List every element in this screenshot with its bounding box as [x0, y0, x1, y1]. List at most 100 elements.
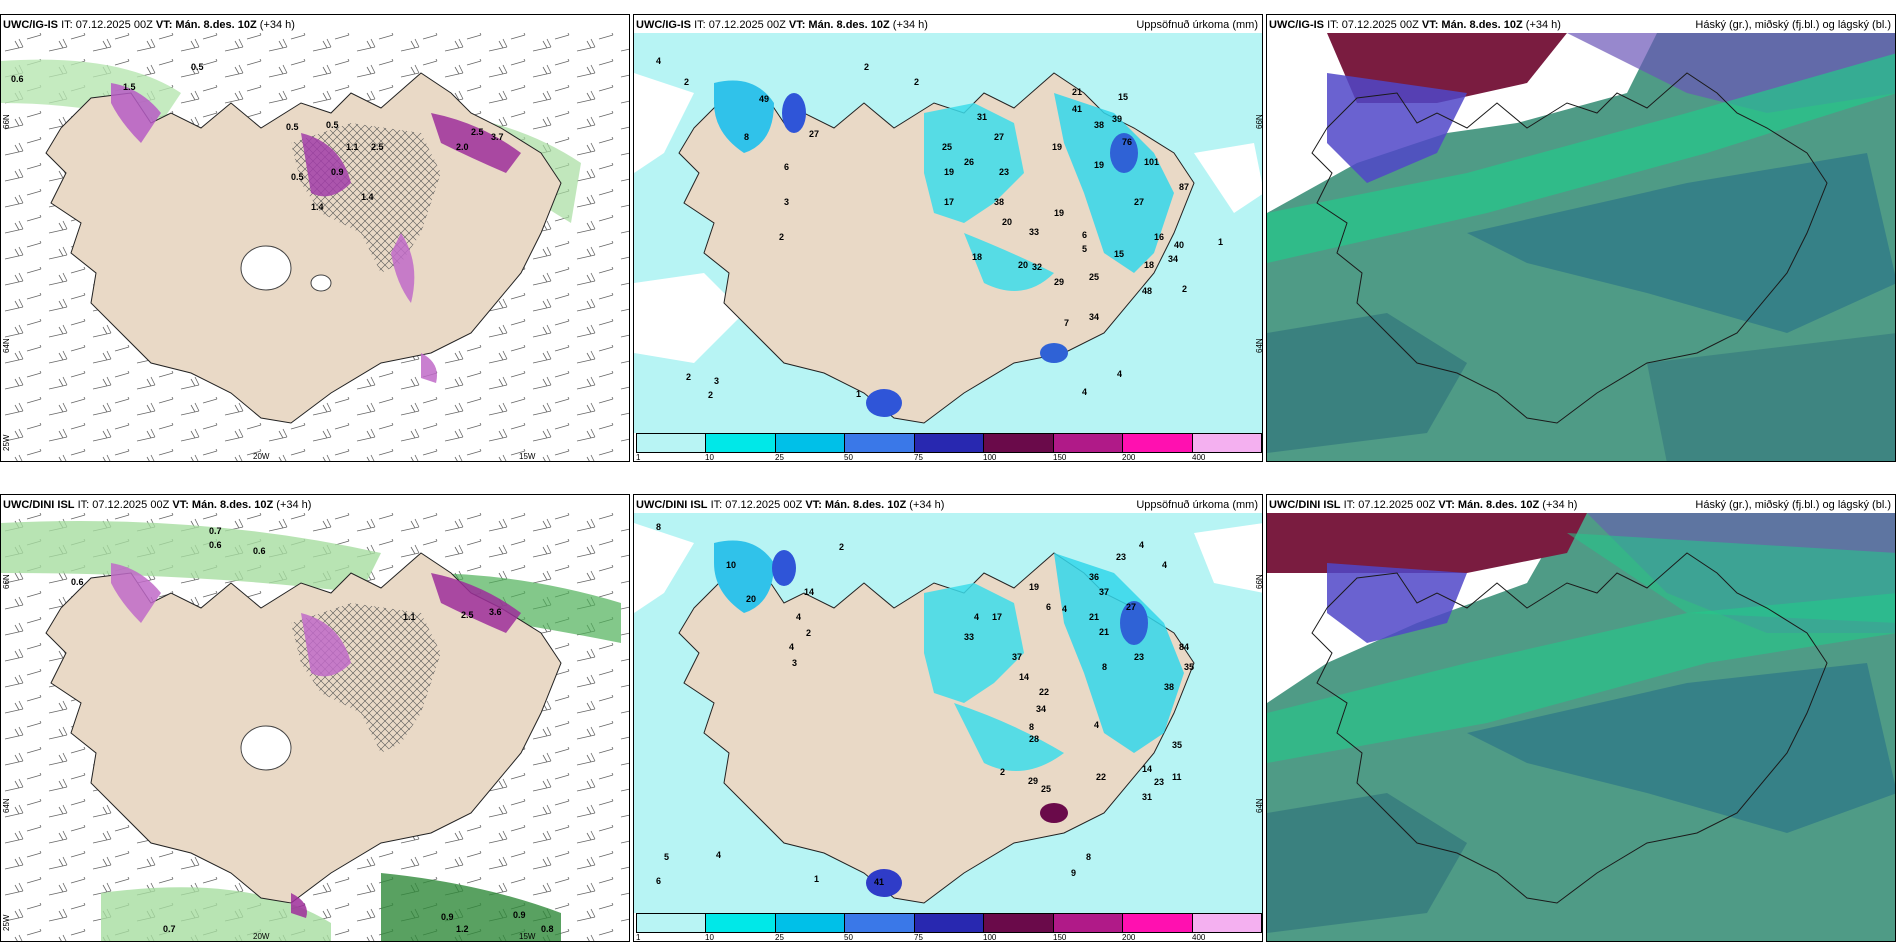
precip-label: 4: [716, 850, 722, 860]
wind-label: 3.6: [489, 607, 502, 617]
wind-label: 2.5: [371, 142, 384, 152]
colorbar-bin: [984, 914, 1054, 932]
precip-label: 21: [1089, 612, 1100, 622]
precip-label: 8: [656, 522, 662, 532]
valid-time: VT: Mán. 8.des. 10Z: [172, 499, 274, 511]
precip-label: 19: [944, 167, 955, 177]
colorbar-bin: [984, 434, 1054, 452]
lon-label-15: 15W: [519, 452, 536, 461]
lat-label-64: 64N: [2, 338, 11, 353]
init-time: IT: 07.12.2025 00Z: [77, 499, 170, 511]
precip-label: 2: [839, 542, 845, 552]
precip-label: 9: [1071, 868, 1077, 878]
precip-label: 20: [746, 594, 757, 604]
valid-time: VT: Mán. 8.des. 10Z: [1421, 19, 1523, 31]
precip-label: 34: [1036, 704, 1047, 714]
panel-dini-wind: UWC/DINI ISL IT: 07.12.2025 00Z VT: Mán.…: [0, 494, 630, 942]
precip-label: 41: [1072, 104, 1083, 114]
colorbar-bin: [1192, 914, 1261, 932]
panel-header: UWC/DINI ISL IT: 07.12.2025 00Z VT: Mán.…: [1269, 497, 1893, 513]
wind-label: 3.7: [491, 132, 504, 142]
colorbar-tick: 50: [844, 453, 853, 462]
precip-label: 4: [1094, 720, 1100, 730]
precip-label: 19: [1054, 208, 1065, 218]
wind-label: 0.6: [11, 74, 24, 84]
colorbar-tick: 400: [1192, 933, 1206, 942]
precip-label: 1: [856, 389, 862, 399]
colorbar-tick: 100: [983, 933, 997, 942]
colorbar-tick: 200: [1122, 453, 1136, 462]
precip-label: 19: [1052, 142, 1063, 152]
precip-label: 3: [784, 197, 790, 207]
map-svg: [634, 33, 1262, 433]
precip-label: 25: [1041, 784, 1052, 794]
wind-label: 2.5: [461, 610, 474, 620]
lead-time: (+34 h): [259, 19, 295, 31]
precip-label: 14: [804, 587, 815, 597]
wind-label: 0.6: [71, 577, 84, 587]
precip-label: 87: [1179, 182, 1190, 192]
precip-label: 2: [1000, 767, 1006, 777]
precip-label: 33: [964, 632, 975, 642]
valid-time: VT: Mán. 8.des. 10Z: [155, 19, 257, 31]
model-name: UWC/IG-IS: [1269, 19, 1324, 31]
precip-label: 5: [664, 852, 670, 862]
panel-header: UWC/DINI ISL IT: 07.12.2025 00Z VT: Mán.…: [636, 497, 1260, 513]
colorbar-tick: 400: [1192, 453, 1206, 462]
valid-time: VT: Mán. 8.des. 10Z: [788, 19, 890, 31]
precip-label: 35: [1184, 662, 1195, 672]
colorbar-tick: 1: [636, 933, 641, 942]
colorbar-bin: [1192, 434, 1261, 452]
precip-label: 29: [1028, 776, 1039, 786]
colorbar-bin: [1123, 914, 1193, 932]
precip-label: 4: [974, 612, 980, 622]
precip-label: 20: [1002, 217, 1013, 227]
lon-label-15: 15W: [519, 932, 536, 941]
wind-label: 1.2: [456, 924, 469, 934]
precip-label: 15: [1114, 249, 1125, 259]
init-time: IT: 07.12.2025 00Z: [710, 499, 803, 511]
lat-label-64: 64N: [1255, 338, 1263, 353]
panel-title: Háský (gr.), miðský (fj.bl.) og lágský (…: [1695, 499, 1891, 511]
wind-label: 2.0: [456, 142, 469, 152]
precip-label: 2: [864, 62, 870, 72]
map-clouds: [1267, 513, 1895, 941]
precip-label: 40: [1174, 240, 1185, 250]
colorbar-bin: [845, 914, 915, 932]
panel-ig-precip: UWC/IG-IS IT: 07.12.2025 00Z VT: Mán. 8.…: [633, 14, 1263, 462]
precip-label: 8: [744, 132, 750, 142]
precip-label: 3: [714, 376, 720, 386]
precip-label: 4: [796, 612, 802, 622]
wind-label: 0.9: [513, 910, 526, 920]
model-name: UWC/IG-IS: [3, 19, 58, 31]
precip-label: 8: [1086, 852, 1092, 862]
wind-label: 0.5: [291, 172, 304, 182]
panel-dini-precip: UWC/DINI ISL IT: 07.12.2025 00Z VT: Mán.…: [633, 494, 1263, 942]
colorbar-tick: 100: [983, 453, 997, 462]
map-wind-precip: 0.7 0.6 0.6 0.6 1.1 2.5 3.6 0.7 0.9 0.8 …: [1, 513, 629, 941]
precip-label: 38: [1164, 682, 1175, 692]
wind-label: 0.6: [209, 540, 222, 550]
lat-label-66: 66N: [1255, 574, 1263, 589]
precip-label: 15: [1118, 92, 1129, 102]
map-wind-precip: 0.6 0.5 1.5 0.5 0.5 1.4 2.0 2.5 3.7 1.4 …: [1, 33, 629, 461]
model-name: UWC/DINI ISL: [636, 499, 708, 511]
map-clouds: [1267, 33, 1895, 461]
precip-label: 2: [914, 77, 920, 87]
precip-label: 48: [1142, 286, 1153, 296]
wind-label: 1.1: [403, 612, 416, 622]
lon-label-20: 20W: [253, 452, 270, 461]
wind-label: 1.4: [311, 202, 324, 212]
precip-label: 8: [1029, 722, 1035, 732]
panel-header: UWC/DINI ISL IT: 07.12.2025 00Z VT: Mán.…: [3, 497, 627, 513]
precip-label: 38: [994, 197, 1005, 207]
precip-label: 22: [1039, 687, 1050, 697]
precip-label: 4: [1162, 560, 1168, 570]
map-precip: 4 2 2 2 49 27 8 6 3 2 25 26 19 17 23 38 …: [634, 33, 1263, 462]
colorbar-bin: [706, 914, 776, 932]
wind-label: 0.9: [331, 167, 344, 177]
precip-label: 41: [874, 877, 885, 887]
precip-label: 17: [992, 612, 1003, 622]
precip-label: 22: [1096, 772, 1107, 782]
precip-label: 35: [1172, 740, 1183, 750]
